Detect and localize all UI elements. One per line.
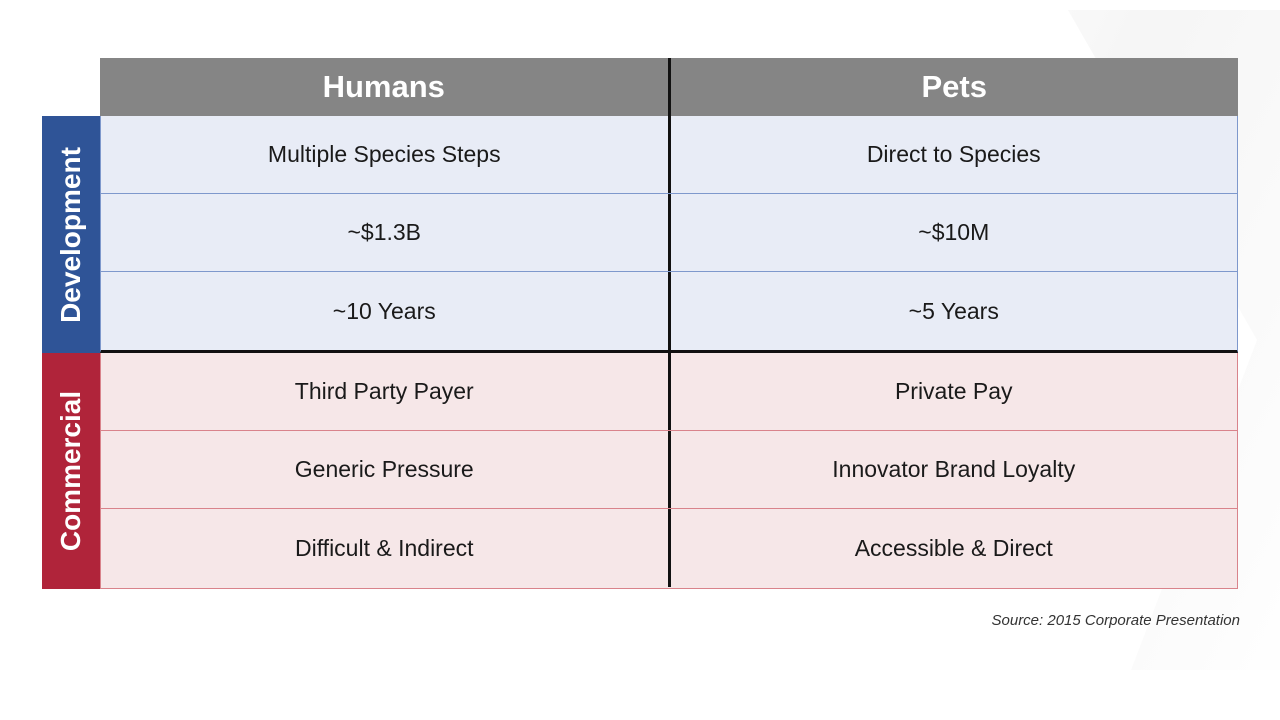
table-header-row: Humans Pets bbox=[100, 58, 1238, 116]
table-cell: Direct to Species bbox=[866, 141, 1041, 167]
header-pets: Pets bbox=[921, 69, 987, 104]
table-cell: ~5 Years bbox=[908, 297, 999, 324]
table-cell: Difficult & Indirect bbox=[101, 509, 671, 587]
table-row: Multiple Species Steps Direct to Species bbox=[101, 116, 1237, 194]
table-cell: Innovator Brand Loyalty bbox=[832, 456, 1076, 482]
source-note: Source: 2015 Corporate Presentation bbox=[991, 612, 1241, 629]
section-label-text: Development bbox=[55, 146, 87, 323]
section-label-commercial: Commercial bbox=[42, 353, 100, 589]
header-humans: Humans bbox=[100, 58, 671, 116]
table-cell: Accessible & Direct bbox=[854, 534, 1053, 561]
development-section: Multiple Species Steps Direct to Species… bbox=[100, 116, 1238, 353]
table-cell: ~$10M bbox=[918, 219, 990, 245]
table-row: ~10 Years ~5 Years bbox=[101, 272, 1237, 350]
table-row: Generic Pressure Innovator Brand Loyalty bbox=[101, 431, 1237, 509]
table-cell: Generic Pressure bbox=[101, 431, 671, 508]
table-cell: Private Pay bbox=[894, 378, 1013, 404]
table-row: Third Party Payer Private Pay bbox=[101, 353, 1237, 431]
table-row: Difficult & Indirect Accessible & Direct bbox=[101, 509, 1237, 587]
table-row: ~$1.3B ~$10M bbox=[101, 194, 1237, 272]
table-cell: ~10 Years bbox=[101, 272, 671, 350]
table-cell: ~$1.3B bbox=[101, 194, 671, 271]
table-cell: Multiple Species Steps bbox=[101, 116, 671, 193]
section-label-development: Development bbox=[42, 116, 100, 353]
section-label-text: Commercial bbox=[55, 390, 87, 552]
table-cell: Third Party Payer bbox=[101, 353, 671, 430]
commercial-section: Third Party Payer Private Pay Generic Pr… bbox=[100, 353, 1238, 589]
